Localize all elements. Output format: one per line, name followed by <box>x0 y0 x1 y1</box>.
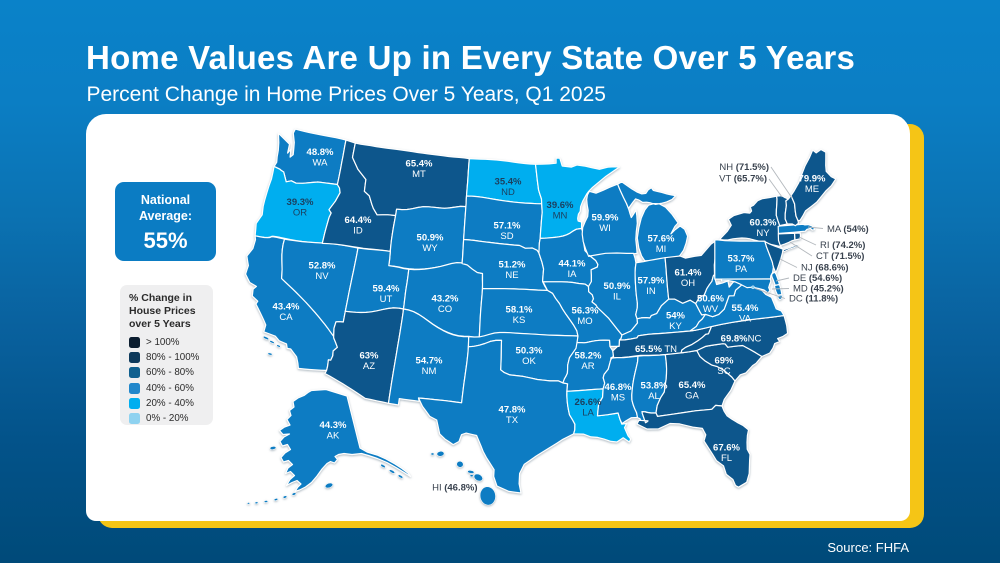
svg-text:NH (71.5%): NH (71.5%) <box>719 162 769 173</box>
svg-text:52.8%: 52.8% <box>309 261 336 272</box>
svg-text:67.6%: 67.6% <box>713 443 740 454</box>
svg-text:CO: CO <box>438 304 452 315</box>
svg-text:55.4%: 55.4% <box>732 303 759 314</box>
svg-text:63%: 63% <box>359 351 379 362</box>
svg-text:WI: WI <box>599 223 611 234</box>
svg-text:AZ: AZ <box>363 361 375 372</box>
svg-text:59.9%: 59.9% <box>592 213 619 224</box>
svg-text:79.9%: 79.9% <box>799 174 826 185</box>
svg-text:59.4%: 59.4% <box>373 284 400 295</box>
svg-text:39.3%: 39.3% <box>287 197 314 208</box>
svg-text:UT: UT <box>380 294 393 305</box>
svg-text:69.8%NC: 69.8%NC <box>721 334 762 345</box>
svg-text:NE: NE <box>505 270 518 281</box>
svg-text:53.8%: 53.8% <box>641 381 668 392</box>
svg-text:NY: NY <box>756 228 770 239</box>
svg-text:TX: TX <box>506 415 519 426</box>
svg-text:KY: KY <box>669 321 682 332</box>
svg-text:WA: WA <box>313 158 329 169</box>
svg-text:OH: OH <box>681 278 695 289</box>
svg-text:44.3%: 44.3% <box>320 420 347 431</box>
svg-text:ME: ME <box>805 184 819 195</box>
svg-text:65.4%: 65.4% <box>679 380 706 391</box>
svg-text:MN: MN <box>553 211 568 222</box>
svg-text:54%: 54% <box>666 311 686 322</box>
svg-text:43.4%: 43.4% <box>273 302 300 313</box>
svg-text:48.8%: 48.8% <box>307 147 334 158</box>
svg-text:50.9%: 50.9% <box>604 281 631 292</box>
svg-text:AK: AK <box>327 431 340 442</box>
svg-text:43.2%: 43.2% <box>432 294 459 305</box>
svg-text:46.8%: 46.8% <box>605 382 632 393</box>
svg-text:WV: WV <box>703 304 719 315</box>
svg-text:SC: SC <box>717 366 730 377</box>
svg-text:50.9%: 50.9% <box>417 233 444 244</box>
svg-text:51.2%: 51.2% <box>499 260 526 271</box>
svg-text:WY: WY <box>422 243 438 254</box>
svg-text:NV: NV <box>315 271 329 282</box>
svg-text:FL: FL <box>721 453 732 464</box>
svg-text:39.6%: 39.6% <box>547 200 574 211</box>
svg-text:IL: IL <box>613 292 621 303</box>
svg-text:NJ (68.6%): NJ (68.6%) <box>801 263 849 274</box>
svg-text:57.9%: 57.9% <box>638 276 665 287</box>
svg-text:LA: LA <box>582 408 594 419</box>
svg-text:MI: MI <box>656 244 667 255</box>
svg-text:CT (71.5%): CT (71.5%) <box>816 251 864 262</box>
svg-text:35.4%: 35.4% <box>495 177 522 188</box>
svg-text:65.5% TN: 65.5% TN <box>635 344 677 355</box>
svg-text:KS: KS <box>513 315 526 326</box>
svg-text:MS: MS <box>611 393 625 404</box>
svg-text:CA: CA <box>279 312 293 323</box>
svg-text:DE (54.6%): DE (54.6%) <box>793 273 842 284</box>
svg-text:VA: VA <box>739 314 752 325</box>
svg-text:GA: GA <box>685 391 699 402</box>
svg-text:ND: ND <box>501 187 515 198</box>
svg-text:50.6%: 50.6% <box>697 294 724 305</box>
svg-text:MD (45.2%): MD (45.2%) <box>793 284 844 295</box>
svg-text:AR: AR <box>581 361 594 372</box>
svg-text:NM: NM <box>422 366 437 377</box>
svg-text:MA (54%): MA (54%) <box>827 224 869 235</box>
svg-text:SD: SD <box>500 231 513 242</box>
svg-text:60.3%: 60.3% <box>750 218 777 229</box>
svg-text:HI (46.8%): HI (46.8%) <box>432 483 477 494</box>
svg-text:IN: IN <box>646 286 656 297</box>
svg-text:MT: MT <box>412 169 426 180</box>
svg-text:OK: OK <box>522 356 536 367</box>
svg-text:44.1%: 44.1% <box>559 259 586 270</box>
svg-text:50.3%: 50.3% <box>516 346 543 357</box>
svg-text:69%: 69% <box>714 356 734 367</box>
svg-text:56.3%: 56.3% <box>572 306 599 317</box>
svg-text:61.4%: 61.4% <box>675 268 702 279</box>
svg-text:AL: AL <box>648 391 660 402</box>
svg-text:57.6%: 57.6% <box>648 234 675 245</box>
svg-text:MO: MO <box>577 316 592 327</box>
svg-text:PA: PA <box>735 264 748 275</box>
svg-text:VT (65.7%): VT (65.7%) <box>719 174 767 185</box>
svg-text:DC (11.8%): DC (11.8%) <box>789 294 838 305</box>
svg-text:53.7%: 53.7% <box>728 254 755 265</box>
svg-text:58.1%: 58.1% <box>506 305 533 316</box>
svg-text:26.6%: 26.6% <box>575 397 602 408</box>
svg-text:54.7%: 54.7% <box>416 356 443 367</box>
svg-text:ID: ID <box>353 226 363 237</box>
svg-text:58.2%: 58.2% <box>575 351 602 362</box>
svg-text:47.8%: 47.8% <box>499 405 526 416</box>
svg-text:OR: OR <box>293 208 307 219</box>
svg-text:65.4%: 65.4% <box>406 159 433 170</box>
svg-text:IA: IA <box>568 269 578 280</box>
svg-text:57.1%: 57.1% <box>494 221 521 232</box>
svg-text:64.4%: 64.4% <box>345 215 372 226</box>
svg-text:RI (74.2%): RI (74.2%) <box>820 240 865 251</box>
